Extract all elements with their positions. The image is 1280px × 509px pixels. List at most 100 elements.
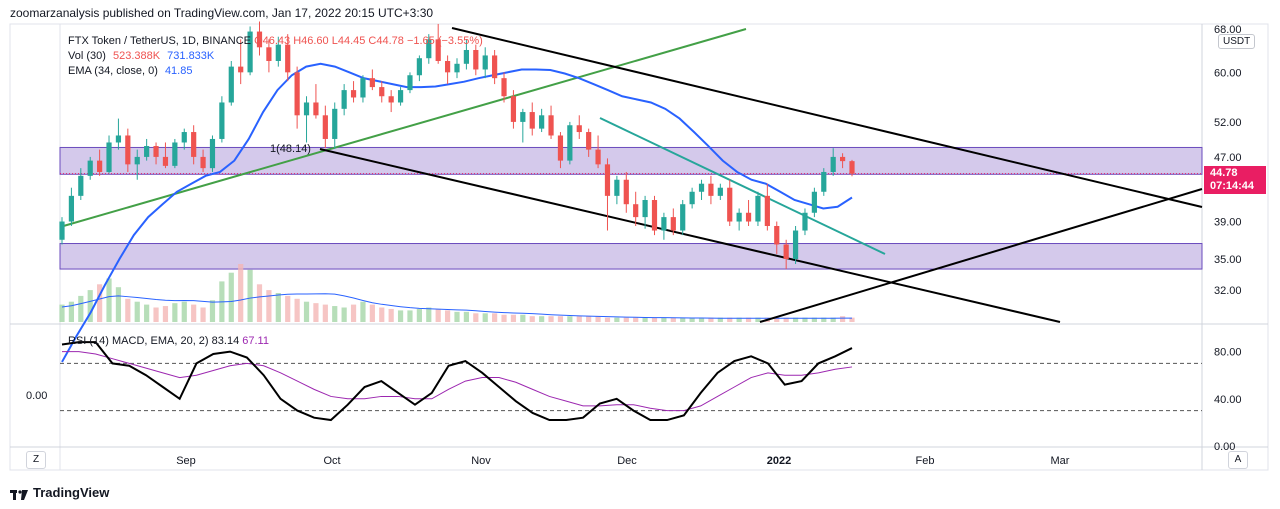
volume-bar [134, 301, 140, 322]
volume-bar [727, 317, 733, 322]
volume-bar [745, 317, 752, 322]
candle-body [397, 90, 404, 103]
zoom-toggle-button[interactable]: Z [26, 451, 46, 469]
candle-body [821, 171, 827, 192]
price-tick-label: 35.00 [1214, 254, 1242, 266]
tradingview-logo-icon [10, 488, 28, 500]
volume-bar [87, 290, 93, 322]
volume-bar [162, 306, 169, 322]
candle-body [745, 212, 752, 222]
ema-value: 41.85 [164, 65, 193, 77]
candle-body [792, 230, 799, 259]
candle-body [59, 221, 65, 240]
candle-body [200, 156, 206, 169]
candle-body [839, 156, 846, 162]
candle-body [548, 115, 554, 136]
volume-bar [661, 317, 667, 322]
volume-bar [595, 316, 601, 322]
volume-bar [332, 306, 338, 322]
support-zone [59, 146, 1203, 175]
axes: 68.00 60.00 52.00 47.00 39.00 35.00 32.00 80.00… [26, 24, 1242, 467]
price-tick-label: 68.00 [1214, 24, 1242, 36]
candle-body [134, 156, 140, 165]
volume-bar [322, 304, 328, 322]
candle-body [595, 149, 601, 165]
volume-bar [698, 317, 705, 322]
volume-bar [717, 317, 723, 322]
candle-body [97, 160, 103, 172]
volume-bar [623, 317, 629, 322]
volume-bar [633, 317, 639, 322]
candle-body [774, 225, 780, 245]
candle-body [463, 49, 470, 64]
volume-bar [426, 307, 432, 322]
rsi-line [61, 341, 853, 422]
candle-body [256, 31, 263, 48]
volume-bar [397, 310, 404, 322]
candle-body [736, 212, 742, 222]
candle-body [661, 217, 667, 231]
candle-body [341, 90, 347, 109]
candle-body [651, 200, 658, 231]
upper-channel-line [451, 27, 1203, 208]
volume-bar [172, 303, 178, 322]
volume-bar [586, 316, 592, 322]
symbol-label: FTX Token / TetherUS, 1D, BINANCE [68, 35, 251, 47]
chart-frame [9, 23, 1269, 471]
candle-body [482, 55, 488, 70]
volume-bar [266, 290, 272, 322]
time-tick-label: Mar [1051, 455, 1070, 467]
candle-body [642, 200, 648, 218]
volume-bar [285, 295, 291, 322]
candle-body [473, 49, 479, 70]
candle-body [313, 102, 319, 116]
volume-bar [680, 317, 686, 322]
rsi-value-2: 67.11 [242, 335, 269, 347]
candle-body [717, 187, 723, 196]
candle-body [153, 146, 159, 157]
ema-label: EMA (34, close, 0) [68, 65, 158, 77]
candle-body [633, 204, 639, 218]
vol-label: Vol (30) [68, 50, 106, 62]
candle-body [849, 161, 855, 174]
candle-body [708, 183, 714, 196]
rsi-signal-line [62, 351, 853, 412]
candle-body [529, 112, 535, 129]
volume-bar [473, 313, 479, 322]
candle-body [604, 164, 611, 196]
volume-ma-line [61, 293, 852, 319]
volume-bar [821, 317, 827, 322]
auto-scale-button[interactable]: A [1228, 451, 1248, 469]
candle-body [238, 66, 244, 73]
volume-bar [78, 295, 84, 322]
candle-body [510, 96, 517, 122]
candle-body [87, 160, 93, 176]
candle-body [586, 132, 592, 150]
currency-button[interactable]: USDT [1218, 34, 1256, 49]
rsi-legend: RSI (14) MACD, EMA, 20, 2) 83.14 67.11 [68, 335, 269, 347]
volume-bar [341, 307, 347, 322]
volume-bar [492, 313, 498, 322]
volume-bar [275, 293, 281, 322]
candle-body [435, 39, 441, 61]
volume-bar [567, 316, 573, 322]
volume-bar [125, 298, 131, 322]
volume-bar [708, 317, 714, 322]
candle-body [379, 87, 385, 97]
candle-body [520, 112, 526, 122]
candle-body [698, 183, 705, 192]
candle-body [360, 78, 366, 98]
volume-bar [68, 301, 75, 322]
candle-body [294, 72, 300, 116]
time-tick-label: Feb [916, 455, 935, 467]
volume-bar [482, 313, 488, 322]
candle-body [623, 179, 629, 205]
candle-body [191, 132, 197, 157]
volume-bar [670, 317, 676, 322]
ema-line [61, 62, 853, 363]
volume-bar [444, 310, 451, 322]
pivot-annotation: 1(48.14) [270, 143, 311, 155]
candle-body [830, 156, 836, 172]
chart-legend: FTX Token / TetherUS, 1D, BINANCE O46.43… [68, 34, 483, 79]
